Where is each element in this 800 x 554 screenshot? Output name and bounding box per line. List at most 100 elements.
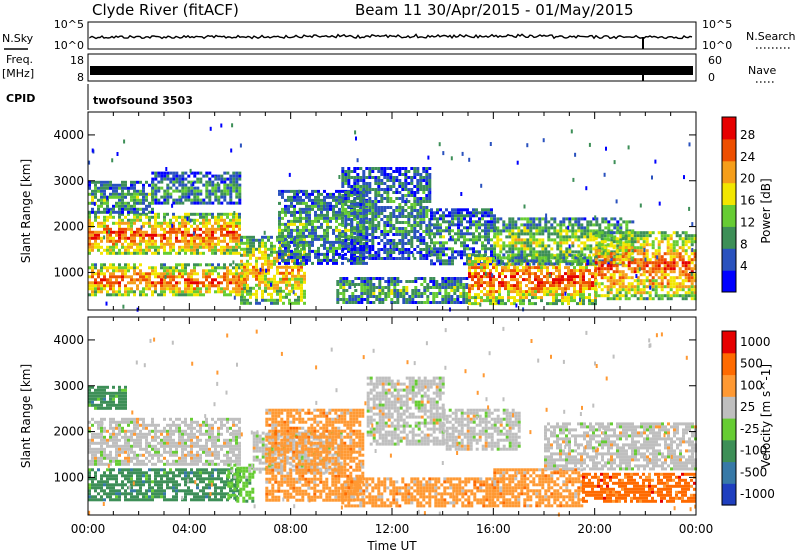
data-cell: [486, 257, 489, 261]
data-cell: [475, 220, 478, 224]
data-cell: [538, 253, 542, 257]
data-cell: [574, 223, 578, 227]
data-cell: [255, 247, 258, 251]
data-cell: [580, 235, 584, 239]
data-cell: [404, 185, 408, 188]
data-cell: [607, 262, 611, 266]
data-cell: [456, 298, 460, 301]
data-cell: [190, 245, 193, 249]
data-cell: [430, 223, 433, 227]
data-cell: [444, 292, 448, 295]
data-cell: [592, 235, 596, 239]
data-cell: [389, 227, 393, 230]
data-cell: [550, 256, 554, 260]
data-cell: [282, 274, 285, 278]
data-cell: [353, 200, 357, 203]
data-cell: [258, 274, 261, 278]
data-cell: [529, 244, 533, 248]
data-cell: [284, 213, 287, 217]
data-cell: [588, 299, 591, 303]
data-cell: [281, 222, 284, 226]
data-cell: [106, 281, 109, 285]
data-cell: [214, 183, 218, 187]
data-cell: [618, 276, 622, 280]
data-cell: [490, 247, 493, 251]
data-cell: [535, 244, 539, 248]
data-cell: [444, 280, 448, 283]
data-cell: [178, 189, 182, 193]
data-cell: [181, 195, 185, 199]
data-cell: [606, 231, 610, 235]
data-cell: [585, 287, 588, 291]
data-cell: [267, 238, 270, 242]
data-cell: [115, 183, 118, 187]
data-cell: [544, 220, 548, 224]
data-cell: [100, 290, 103, 294]
data-cell: [417, 289, 421, 292]
data-cell: [430, 241, 433, 245]
data-cell: [636, 249, 640, 253]
data-cell: [214, 284, 217, 288]
data-cell: [651, 285, 655, 289]
data-cell: [154, 272, 157, 276]
data-cell: [281, 207, 284, 211]
data-cell: [613, 226, 617, 230]
data-cell: [142, 210, 145, 214]
data-cell: [425, 212, 429, 215]
data-cell: [663, 252, 667, 256]
data-cell: [106, 251, 109, 255]
data-cell: [588, 278, 591, 282]
data-cell: [642, 297, 646, 301]
data-cell: [621, 294, 625, 298]
data-cell: [97, 284, 100, 288]
data-cell: [109, 266, 112, 270]
data-cell: [519, 293, 522, 297]
data-cell: [235, 221, 238, 225]
data-cell: [371, 248, 375, 251]
data-cell: [199, 293, 202, 297]
data-cell: [468, 263, 471, 267]
data-cell: [359, 194, 363, 197]
data-cell: [184, 186, 188, 190]
data-cell: [651, 276, 655, 280]
data-cell: [172, 198, 176, 202]
data-cell: [392, 257, 396, 260]
data-cell: [264, 298, 267, 302]
data-cell: [196, 248, 199, 252]
data-cell: [172, 275, 175, 279]
data-cell: [240, 298, 243, 302]
data-cell: [516, 278, 519, 282]
data-cell: [460, 256, 463, 260]
data-cell: [401, 248, 405, 251]
data-cell: [428, 248, 432, 251]
data-cell: [501, 269, 504, 273]
data-cell: [118, 266, 121, 270]
data-cell: [633, 261, 637, 265]
data-cell: [285, 268, 288, 272]
data-cell: [585, 266, 588, 270]
data-cell: [374, 218, 378, 221]
data-cell: [196, 233, 199, 237]
data-cell: [609, 285, 613, 289]
data-cell: [223, 245, 226, 249]
data-cell: [267, 262, 270, 266]
data-cell: [323, 207, 326, 211]
data-cell: [208, 236, 211, 240]
data-cell: [369, 283, 373, 286]
data-cell: [205, 195, 209, 199]
data-cell: [154, 284, 157, 288]
data-cell: [276, 265, 279, 269]
data-cell: [297, 265, 300, 269]
data-cell: [160, 272, 163, 276]
data-cell: [372, 286, 376, 289]
data-cell: [526, 226, 530, 230]
data-cell: [130, 245, 133, 249]
data-cell: [278, 189, 281, 193]
data-cell: [196, 227, 199, 231]
data-cell: [160, 180, 164, 184]
data-cell: [534, 287, 537, 291]
data-cell: [172, 177, 176, 181]
data-cell: [103, 207, 106, 211]
data-cell: [410, 176, 414, 179]
data-cell: [558, 287, 561, 291]
